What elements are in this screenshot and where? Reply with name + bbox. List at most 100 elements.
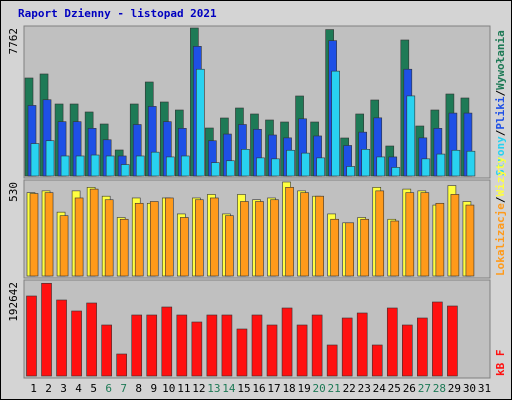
bar — [164, 197, 174, 277]
bar — [266, 324, 278, 377]
legend: Lokalizacje/Wizyty — [494, 156, 507, 276]
bar — [60, 155, 70, 177]
bar — [360, 218, 370, 277]
bar — [41, 282, 52, 377]
bar — [296, 324, 308, 377]
bar — [281, 307, 293, 377]
x-tick-label: 7 — [120, 382, 127, 395]
bar — [465, 204, 475, 277]
bar — [405, 192, 415, 277]
bar — [375, 190, 385, 277]
bar — [241, 149, 250, 177]
bar — [450, 194, 460, 277]
x-tick-label: 8 — [135, 382, 142, 395]
x-tick-label: 30 — [463, 382, 476, 395]
y-tick-label: 7762 — [7, 28, 20, 55]
x-tick-label: 4 — [75, 382, 82, 395]
bar — [120, 164, 130, 177]
bar — [210, 197, 219, 277]
x-tick-label: 5 — [90, 382, 97, 395]
bar — [436, 153, 446, 177]
bar — [420, 192, 430, 277]
bar — [221, 314, 233, 377]
x-tick-label: 10 — [162, 382, 175, 395]
legend-entry: Wywołania — [494, 30, 507, 90]
x-tick-label: 6 — [105, 382, 112, 395]
bar — [251, 314, 263, 377]
x-tick-label: 31 — [478, 382, 491, 395]
x-tick-label: 27 — [418, 382, 431, 395]
bar — [316, 157, 325, 177]
bar — [131, 314, 143, 377]
bar — [105, 155, 115, 177]
bar — [451, 149, 461, 177]
legend-separator: / — [494, 90, 507, 97]
bar — [74, 197, 84, 277]
bar — [356, 312, 368, 377]
x-tick-label: 28 — [433, 382, 446, 395]
bar — [56, 299, 67, 377]
bar — [196, 68, 205, 177]
x-tick-label: 18 — [282, 382, 295, 395]
legend-entry: Strony — [494, 136, 507, 176]
x-tick-label: 9 — [150, 382, 157, 395]
bar — [270, 199, 279, 277]
y-tick-label: 530 — [7, 182, 20, 202]
legend-entry: Lokalizacje — [494, 203, 507, 276]
x-tick-label: 19 — [297, 382, 310, 395]
bar — [300, 192, 309, 277]
bar — [371, 344, 383, 377]
bar — [447, 305, 458, 377]
legend: Strony/Pliki/Wywołania — [494, 30, 507, 176]
bar — [191, 321, 203, 377]
x-tick-label: 24 — [373, 382, 387, 395]
bar — [390, 220, 400, 277]
bar — [346, 166, 355, 177]
bar — [29, 193, 39, 277]
bar — [286, 149, 295, 177]
bar — [206, 314, 218, 377]
legend-separator: / — [494, 196, 507, 203]
bar — [116, 353, 127, 377]
x-tick-label: 12 — [192, 382, 205, 395]
bar — [30, 143, 40, 177]
bar — [181, 155, 190, 177]
x-tick-label: 22 — [343, 382, 356, 395]
bar — [402, 324, 413, 377]
bar — [59, 215, 69, 277]
bar — [71, 310, 82, 377]
legend-separator: / — [494, 129, 507, 136]
bar — [391, 167, 401, 177]
bar — [195, 199, 204, 277]
bar — [101, 324, 112, 377]
legend-entry: Wizyty — [494, 156, 507, 196]
bar — [150, 151, 160, 177]
x-tick-label: 2 — [45, 382, 52, 395]
x-tick-label: 3 — [60, 382, 67, 395]
x-tick-label: 11 — [177, 382, 190, 395]
legend: kB F — [494, 350, 507, 377]
bar — [75, 155, 85, 177]
legend-entry: kB F — [494, 350, 507, 377]
x-tick-label: 13 — [207, 382, 220, 395]
bar — [386, 307, 398, 377]
x-tick-label: 26 — [403, 382, 416, 395]
bar — [421, 158, 431, 177]
x-tick-label: 17 — [267, 382, 280, 395]
bar — [432, 301, 443, 377]
bar — [376, 156, 386, 177]
y-tick-label: 192642 — [7, 282, 20, 322]
bar — [44, 192, 54, 277]
bar — [240, 201, 249, 277]
bar — [134, 202, 144, 277]
bar — [86, 302, 97, 377]
bar — [176, 314, 188, 377]
bar — [236, 328, 248, 377]
bar — [256, 157, 265, 177]
bar — [135, 155, 145, 177]
bar — [330, 218, 339, 277]
bar — [326, 344, 338, 377]
bar — [341, 317, 353, 377]
bar — [466, 150, 476, 177]
bar — [165, 156, 175, 177]
